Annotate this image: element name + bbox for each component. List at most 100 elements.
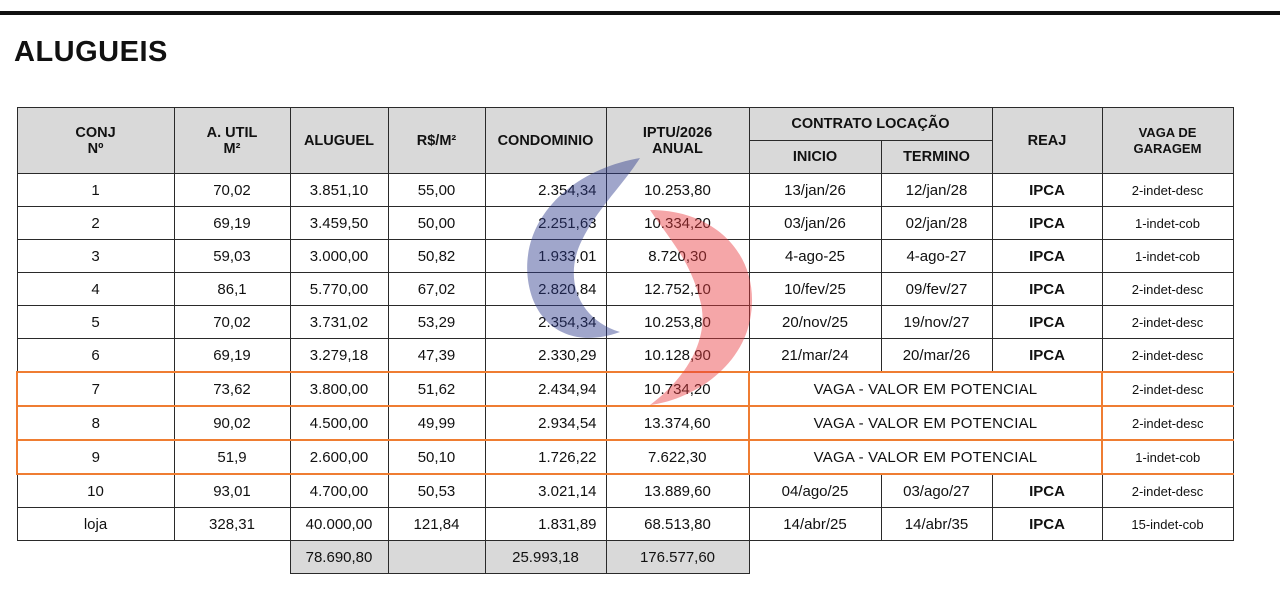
cell-area: 70,02 xyxy=(173,305,291,339)
cell-area: 73,62 xyxy=(173,371,291,407)
cell-iptu: 10.334,20 xyxy=(605,206,750,240)
cell-contrato-status: VAGA - VALOR EM POTENCIAL xyxy=(748,439,1103,475)
cell-inicio: 21/mar/24 xyxy=(748,338,882,373)
cell-conj: 4 xyxy=(16,272,175,306)
header-conj: CONJ Nº xyxy=(16,107,175,174)
cell-area: 70,02 xyxy=(173,173,291,207)
cell-condominio: 2.934,54 xyxy=(484,405,607,441)
cell-aluguel: 4.500,00 xyxy=(289,405,389,441)
table-row: 10 93,01 4.700,00 50,53 3.021,14 13.889,60 04/… xyxy=(16,473,1234,508)
header-vaga: VAGA DE GARAGEM xyxy=(1101,107,1234,174)
cell-iptu: 68.513,80 xyxy=(605,507,750,541)
cell-conj: 3 xyxy=(16,239,175,273)
cell-termino: 20/mar/26 xyxy=(880,338,993,373)
cell-vaga: 2-indet-desc xyxy=(1101,473,1234,508)
cell-aluguel: 3.279,18 xyxy=(289,338,389,373)
cell-rsm2: 50,53 xyxy=(387,473,486,508)
cell-vaga: 2-indet-desc xyxy=(1101,305,1234,339)
cell-aluguel: 40.000,00 xyxy=(289,507,389,541)
cell-reaj: IPCA xyxy=(991,206,1103,240)
cell-conj: 6 xyxy=(16,338,175,373)
totals-row: 78.690,80 25.993,18 176.577,60 xyxy=(17,540,1233,574)
table-row: 1 70,02 3.851,10 55,00 2.354,34 10.253,80 13/j… xyxy=(16,173,1234,207)
cell-vaga: 15-indet-cob xyxy=(1101,507,1234,541)
table-row: 8 90,02 4.500,00 49,99 2.934,54 13.374,60 VAGA… xyxy=(16,405,1234,441)
cell-conj: loja xyxy=(16,507,175,541)
cell-vaga: 1-indet-cob xyxy=(1101,206,1234,240)
total-aluguel: 78.690,80 xyxy=(289,540,389,574)
cell-rsm2: 121,84 xyxy=(387,507,486,541)
cell-iptu: 7.622,30 xyxy=(605,439,750,475)
cell-condominio: 1.933,01 xyxy=(484,239,607,273)
table-row: loja 328,31 40.000,00 121,84 1.831,89 68.513,… xyxy=(16,507,1234,541)
page-title: ALUGUEIS xyxy=(14,36,168,68)
cell-vaga: 2-indet-desc xyxy=(1101,371,1234,407)
cell-area: 51,9 xyxy=(173,439,291,475)
cell-inicio: 20/nov/25 xyxy=(748,305,882,339)
totals-spacer xyxy=(992,541,1102,574)
cell-rsm2: 49,99 xyxy=(387,405,486,441)
cell-area: 328,31 xyxy=(173,507,291,541)
cell-condominio: 1.726,22 xyxy=(484,439,607,475)
cell-iptu: 12.752,10 xyxy=(605,272,750,306)
total-iptu: 176.577,60 xyxy=(605,540,750,574)
cell-rsm2: 50,10 xyxy=(387,439,486,475)
cell-conj: 9 xyxy=(16,439,175,475)
header-condominio: CONDOMINIO xyxy=(484,107,607,174)
cell-aluguel: 3.000,00 xyxy=(289,239,389,273)
cell-aluguel: 2.600,00 xyxy=(289,439,389,475)
cell-area: 90,02 xyxy=(173,405,291,441)
cell-contrato-status: VAGA - VALOR EM POTENCIAL xyxy=(748,371,1103,407)
totals-spacer xyxy=(881,541,992,574)
cell-iptu: 10.734,20 xyxy=(605,371,750,407)
cell-area: 69,19 xyxy=(173,206,291,240)
cell-conj: 1 xyxy=(16,173,175,207)
header-row: CONJ Nº A. UTIL M² ALUGUEL R$/M² CONDOMINI… xyxy=(16,107,1234,174)
cell-condominio: 2.354,34 xyxy=(484,305,607,339)
table-row: 5 70,02 3.731,02 53,29 2.354,34 10.253,80 20/n… xyxy=(16,305,1234,339)
totals-spacer xyxy=(749,541,881,574)
total-rsm2-empty xyxy=(387,540,486,574)
cell-condominio: 2.434,94 xyxy=(484,371,607,407)
total-condominio: 25.993,18 xyxy=(484,540,607,574)
cell-vaga: 1-indet-cob xyxy=(1101,439,1234,475)
cell-area: 86,1 xyxy=(173,272,291,306)
cell-vaga: 2-indet-desc xyxy=(1101,405,1234,441)
cell-condominio: 3.021,14 xyxy=(484,473,607,508)
totals-spacer xyxy=(17,541,174,574)
cell-area: 93,01 xyxy=(173,473,291,508)
table-row: 3 59,03 3.000,00 50,82 1.933,01 8.720,30 4-ago… xyxy=(16,239,1234,273)
cell-conj: 7 xyxy=(16,371,175,407)
cell-rsm2: 67,02 xyxy=(387,272,486,306)
header-subrow: INICIO TERMINO xyxy=(17,140,1233,174)
cell-condominio: 2.251,63 xyxy=(484,206,607,240)
cell-inicio: 13/jan/26 xyxy=(748,173,882,207)
rentals-table: CONJ Nº A. UTIL M² ALUGUEL R$/M² CONDOMINI… xyxy=(16,107,1234,574)
cell-termino: 4-ago-27 xyxy=(880,239,993,273)
cell-reaj: IPCA xyxy=(991,305,1103,339)
cell-iptu: 13.889,60 xyxy=(605,473,750,508)
cell-contrato-status: VAGA - VALOR EM POTENCIAL xyxy=(748,405,1103,441)
cell-aluguel: 3.459,50 xyxy=(289,206,389,240)
cell-reaj: IPCA xyxy=(991,338,1103,373)
totals-spacer xyxy=(1102,541,1233,574)
cell-iptu: 10.253,80 xyxy=(605,173,750,207)
cell-conj: 2 xyxy=(16,206,175,240)
cell-rsm2: 50,00 xyxy=(387,206,486,240)
cell-reaj: IPCA xyxy=(991,239,1103,273)
table-row: 2 69,19 3.459,50 50,00 2.251,63 10.334,20 03/j… xyxy=(16,206,1234,240)
cell-termino: 02/jan/28 xyxy=(880,206,993,240)
cell-rsm2: 50,82 xyxy=(387,239,486,273)
cell-aluguel: 4.700,00 xyxy=(289,473,389,508)
header-contrato: CONTRATO LOCAÇÃO xyxy=(748,107,993,141)
cell-termino: 09/fev/27 xyxy=(880,272,993,306)
cell-condominio: 1.831,89 xyxy=(484,507,607,541)
table-row: 4 86,1 5.770,00 67,02 2.820,84 12.752,10 10/fe… xyxy=(16,272,1234,306)
header-area: A. UTIL M² xyxy=(173,107,291,174)
cell-condominio: 2.330,29 xyxy=(484,338,607,373)
cell-vaga: 2-indet-desc xyxy=(1101,338,1234,373)
totals-spacer xyxy=(174,541,290,574)
cell-aluguel: 5.770,00 xyxy=(289,272,389,306)
cell-aluguel: 3.731,02 xyxy=(289,305,389,339)
header-inicio: INICIO xyxy=(748,140,882,174)
